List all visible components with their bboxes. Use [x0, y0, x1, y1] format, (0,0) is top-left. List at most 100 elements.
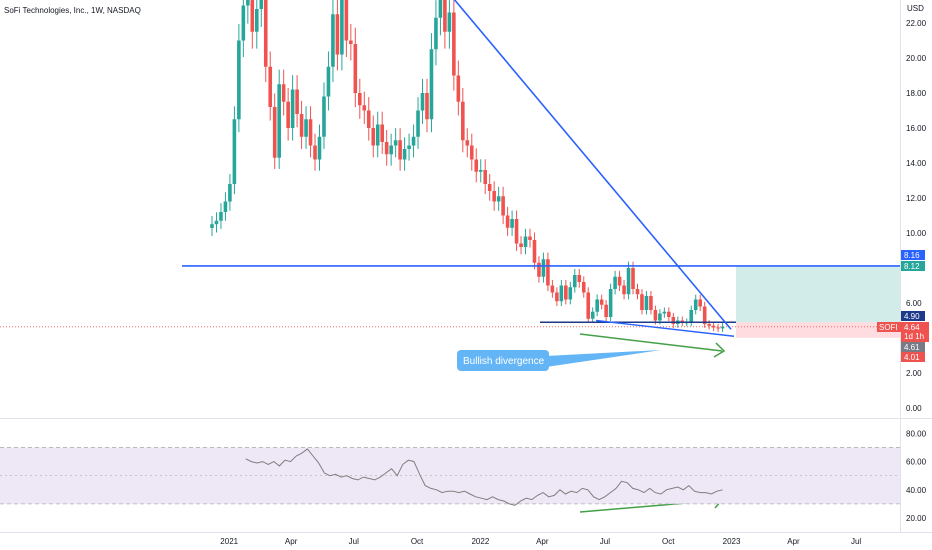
candle-body — [407, 145, 411, 149]
candle-body — [402, 149, 407, 160]
candle-body — [590, 311, 595, 319]
candle-body — [214, 220, 219, 225]
candle-body — [478, 170, 483, 172]
candle-body — [716, 327, 720, 329]
candle-body — [523, 236, 528, 247]
candle-body — [290, 89, 295, 128]
candle-body — [559, 285, 564, 302]
candle-body — [572, 275, 577, 288]
candle-body — [299, 114, 304, 137]
candle-body — [268, 66, 273, 107]
candle-body — [550, 285, 555, 293]
time-tick-label: 2022 — [471, 537, 489, 546]
candle-body — [228, 184, 232, 202]
candle-body — [546, 259, 550, 286]
rsi-tick-label: 20.00 — [906, 514, 927, 523]
candle-body — [505, 215, 510, 228]
price-tick-label: 22.00 — [906, 19, 927, 28]
candle-body — [671, 317, 676, 324]
rsi-tick-label: 40.00 — [906, 486, 927, 495]
candle-body — [398, 140, 402, 160]
candle-body — [277, 84, 281, 158]
svg-text:4.90: 4.90 — [904, 312, 920, 321]
candle-body — [635, 289, 640, 295]
candle-body — [308, 119, 313, 146]
rsi-line — [245, 448, 723, 506]
candle-body — [353, 44, 358, 93]
candle-body — [272, 107, 277, 158]
candle-body — [371, 128, 376, 146]
candle-body — [380, 124, 384, 142]
candle-body — [528, 236, 532, 240]
candle-body — [617, 276, 622, 286]
candle-body — [667, 311, 671, 317]
candle-body — [416, 110, 420, 137]
candle-body — [496, 196, 501, 202]
candles-group — [210, 0, 725, 332]
symbol-tag: SOFI — [877, 322, 901, 332]
candle-body — [510, 219, 514, 228]
candle-body — [456, 75, 461, 102]
candle-body — [443, 0, 447, 32]
svg-text:1d 1h: 1d 1h — [904, 332, 924, 341]
downtrend-line[interactable] — [452, 0, 732, 330]
candle-body — [608, 289, 613, 317]
candle-body — [452, 12, 456, 76]
candle-body — [514, 219, 519, 244]
candle-body — [680, 320, 685, 323]
candle-body — [532, 240, 537, 263]
candle-body — [263, 0, 268, 67]
candle-body — [411, 136, 416, 146]
candle-body — [644, 296, 649, 310]
wedge-lower-line[interactable] — [595, 319, 735, 337]
price-tag-4-61: 4.61 — [901, 342, 925, 352]
candle-body — [465, 140, 470, 146]
candle-body — [219, 212, 223, 221]
candle-body — [474, 159, 479, 172]
candle-body — [487, 184, 492, 191]
price-tick-label: 10.00 — [906, 229, 927, 238]
candle-body — [568, 287, 573, 300]
candle-body — [246, 0, 250, 6]
time-tick-label: Apr — [536, 537, 549, 546]
candle-body — [622, 285, 626, 295]
candle-body — [384, 142, 389, 155]
candle-body — [254, 9, 259, 32]
rsi-tick-label: 80.00 — [906, 429, 927, 438]
candle-body — [375, 124, 380, 146]
price-divergence-arrow[interactable] — [579, 333, 726, 358]
candle-body — [720, 326, 725, 329]
last-price-tag: 4.64 1d 1h — [901, 322, 929, 342]
candle-body — [393, 140, 398, 146]
candle-body — [599, 299, 604, 305]
candle-body — [541, 259, 546, 277]
time-axis[interactable]: 2021 Apr Jul Oct 2022 Apr Jul Oct 2023 Apr Jul — [220, 537, 861, 546]
time-tick-label: 2023 — [723, 537, 741, 546]
time-tick-label: Apr — [285, 537, 298, 546]
candle-body — [237, 40, 241, 120]
time-tick-label: Oct — [411, 537, 424, 546]
candle-body — [331, 14, 335, 67]
price-tag-8-12: 8.12 — [901, 261, 925, 271]
rsi-axis[interactable]: 80.00 60.00 40.00 20.00 — [906, 429, 927, 522]
candle-body — [711, 325, 716, 328]
time-tick-label: Jul — [349, 537, 359, 546]
candle-body — [501, 196, 505, 216]
price-tag-4-90: 4.90 — [901, 311, 925, 321]
candle-body — [295, 89, 299, 114]
bullish-divergence-callout[interactable]: Bullish divergence — [457, 350, 661, 371]
candle-body — [259, 0, 264, 9]
price-tick-label: 18.00 — [906, 89, 927, 98]
candle-body — [702, 306, 707, 324]
price-tick-label: 6.00 — [906, 299, 922, 308]
price-axis[interactable]: 22.0020.0018.0016.0014.0012.0010.008.006… — [906, 19, 927, 413]
candle-body — [340, 0, 344, 55]
candle-body — [604, 304, 608, 317]
price-tick-label: 14.00 — [906, 159, 927, 168]
svg-text:4.61: 4.61 — [904, 343, 920, 352]
candle-body — [210, 224, 214, 228]
candle-body — [586, 292, 591, 319]
candle-body — [649, 296, 653, 310]
candle-body — [698, 299, 702, 307]
